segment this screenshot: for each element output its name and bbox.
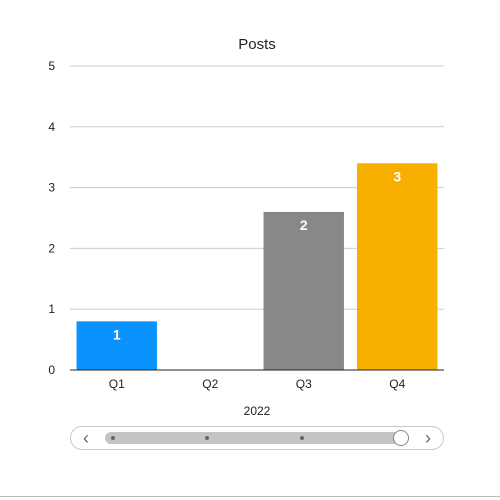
bar-q3[interactable] <box>263 211 344 370</box>
x-tick-label: Q4 <box>389 377 405 391</box>
data-label-q4: 3 <box>393 168 401 184</box>
bar-chart: Posts 0 1 2 3 4 5 1 2 3 Q1 Q2 Q3 Q4 2022 <box>48 36 444 418</box>
x-axis-label: 2022 <box>244 404 271 418</box>
data-label-q1: 1 <box>113 326 121 342</box>
scroll-thumb[interactable] <box>393 430 409 446</box>
y-tick-label: 4 <box>48 120 55 134</box>
x-axis-tick-labels: Q1 Q2 Q3 Q4 <box>109 377 406 391</box>
bars <box>76 163 438 370</box>
bar-q1[interactable] <box>76 321 157 370</box>
x-tick-label: Q1 <box>109 377 125 391</box>
scroll-track[interactable] <box>105 430 409 446</box>
chevron-right-icon[interactable]: › <box>425 428 431 448</box>
chart-scrollbar[interactable]: ‹ › <box>70 426 444 450</box>
scroll-marker <box>300 436 304 440</box>
y-tick-label: 0 <box>48 363 55 377</box>
data-labels: 1 2 3 <box>113 168 402 342</box>
chevron-left-icon[interactable]: ‹ <box>83 428 89 448</box>
x-tick-label: Q2 <box>202 377 218 391</box>
scroll-marker <box>111 436 115 440</box>
chart-title: Posts <box>238 36 276 53</box>
x-tick-label: Q3 <box>296 377 312 391</box>
bar-q4[interactable] <box>357 163 438 370</box>
scroll-marker <box>205 436 209 440</box>
y-tick-label: 1 <box>48 302 55 316</box>
y-tick-label: 2 <box>48 241 55 255</box>
y-tick-label: 5 <box>48 59 55 73</box>
y-axis-tick-labels: 0 1 2 3 4 5 <box>48 59 55 377</box>
data-label-q3: 2 <box>300 217 308 233</box>
bottom-divider <box>0 496 500 497</box>
y-tick-label: 3 <box>48 181 55 195</box>
